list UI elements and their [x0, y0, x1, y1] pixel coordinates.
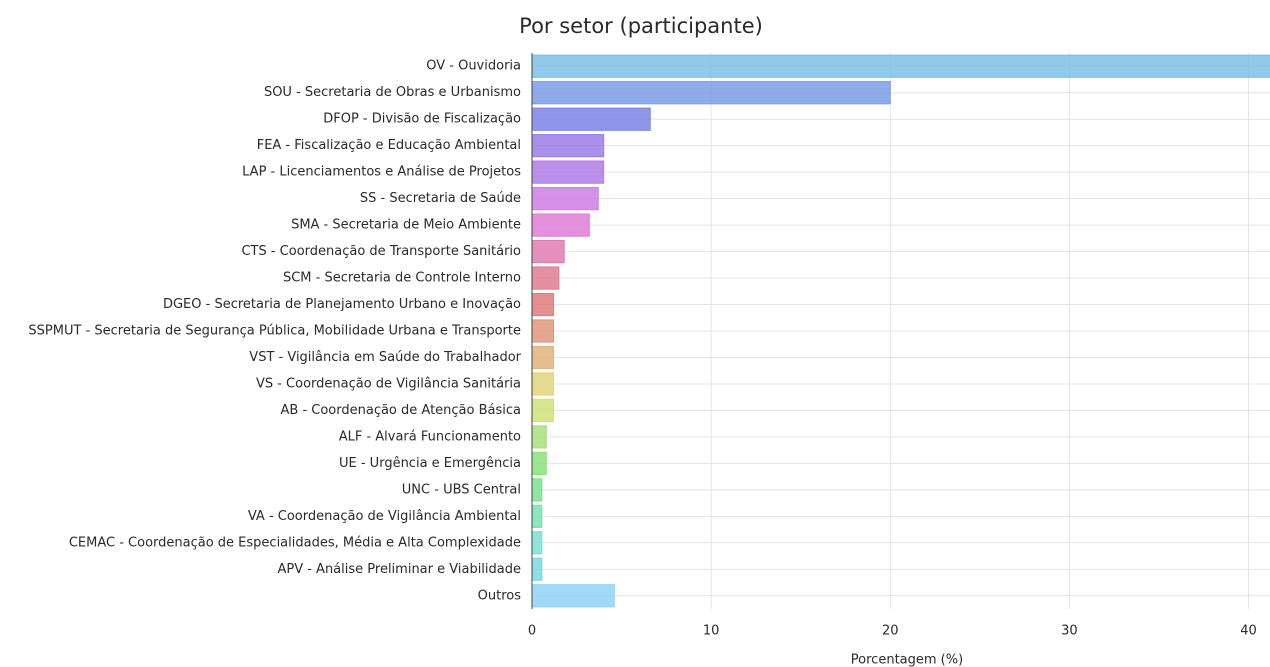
y-tick-label: FEA - Fiscalização e Educação Ambiental [257, 138, 521, 153]
bar [532, 425, 547, 449]
x-tick-label: 0 [528, 624, 536, 639]
y-tick-label: UNC - UBS Central [402, 482, 521, 497]
y-tick-label: APV - Análise Preliminar e Viabilidade [277, 562, 521, 577]
bar [532, 292, 554, 317]
bar [532, 107, 651, 131]
y-tick-label: OV - Ouvidoria [426, 59, 521, 74]
bar [532, 160, 605, 184]
bar [532, 451, 547, 476]
bar [532, 266, 560, 290]
bar [532, 134, 605, 158]
y-tick-label: ALF - Alvará Funcionamento [339, 429, 521, 444]
y-tick-label: UE - Urgência e Emergência [339, 456, 521, 471]
bar [532, 398, 554, 423]
bar [532, 54, 1270, 78]
bar [532, 239, 565, 264]
y-tick-label: CTS - Coordenação de Transporte Sanitári… [241, 244, 521, 259]
y-tick-label: VS - Coordenação de Vigilância Sanitária [256, 376, 521, 391]
bar [532, 504, 543, 528]
y-tick-label: CEMAC - Coordenação de Especialidades, M… [69, 535, 521, 550]
bar [532, 584, 615, 608]
chart-title: Por setor (participante) [519, 14, 763, 38]
y-tick-label: AB - Coordenação de Atenção Básica [281, 403, 522, 418]
x-tick-label: 30 [1061, 624, 1078, 639]
bar [532, 478, 543, 502]
bar [532, 557, 543, 581]
y-tick-label: Outros [478, 588, 522, 603]
bar [532, 186, 599, 211]
x-tick-label: 20 [882, 624, 899, 639]
bar [532, 319, 554, 343]
bar [532, 531, 543, 555]
bar [532, 345, 554, 370]
y-tick-label: SCM - Secretaria de Controle Interno [283, 271, 521, 286]
bar [532, 372, 554, 396]
y-tick-label: SOU - Secretaria de Obras e Urbanismo [264, 85, 521, 100]
bar [532, 213, 590, 237]
y-tick-label: SSPMUT - Secretaria de Segurança Pública… [28, 324, 521, 339]
x-tick-label: 40 [1240, 624, 1257, 639]
x-tick-label: 10 [703, 624, 720, 639]
y-tick-label: VA - Coordenação de Vigilância Ambiental [248, 509, 521, 524]
y-tick-label: DFOP - Divisão de Fiscalização [323, 112, 521, 127]
bar [532, 81, 891, 105]
y-tick-label: LAP - Licenciamentos e Análise de Projet… [242, 165, 521, 180]
y-tick-label: SS - Secretaria de Saúde [360, 191, 521, 206]
x-axis-title: Porcentagem (%) [851, 653, 963, 667]
y-tick-label: DGEO - Secretaria de Planejamento Urbano… [163, 297, 521, 312]
y-tick-label: SMA - Secretaria de Meio Ambiente [291, 218, 521, 233]
y-tick-label: VST - Vigilância em Saúde do Trabalhador [249, 350, 521, 365]
